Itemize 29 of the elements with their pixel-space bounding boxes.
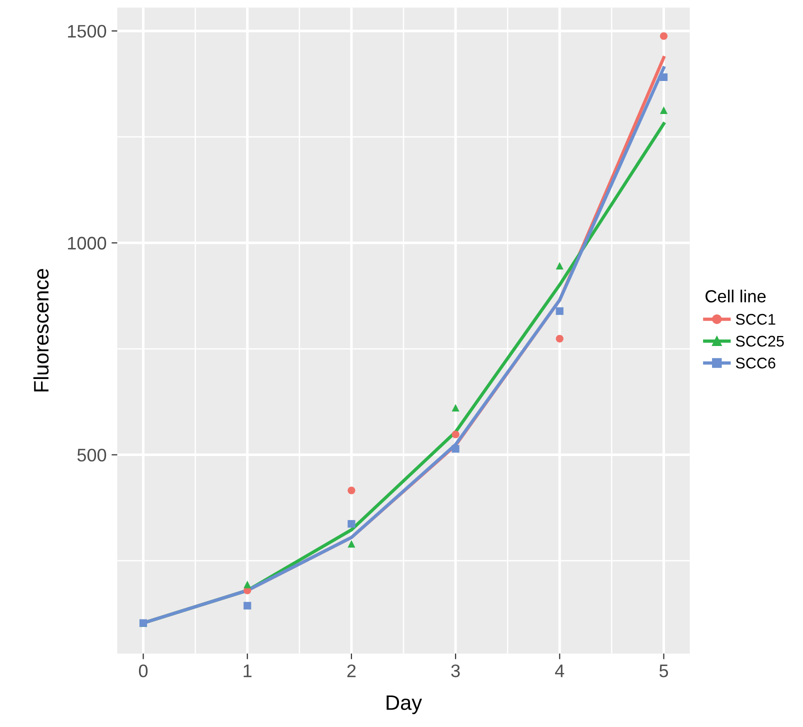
point [556, 334, 564, 342]
y-tick-label: 1500 [68, 24, 106, 38]
x-tick-label: 1 [244, 664, 252, 678]
point [348, 520, 356, 528]
x-tick-label: 2 [347, 664, 356, 678]
point [348, 486, 356, 494]
y-tick-label: 1000 [68, 236, 106, 250]
point [660, 73, 668, 81]
y-axis-title: Fluorescence [33, 268, 49, 392]
point [452, 430, 460, 438]
point [348, 540, 356, 548]
legend-label: SCC6 [736, 358, 776, 368]
x-tick-label: 4 [555, 664, 564, 678]
point [556, 307, 564, 315]
point [244, 602, 252, 610]
y-tick-label: 500 [77, 448, 106, 462]
legend-label: SCC25 [736, 336, 784, 347]
legend-title: Cell line [706, 290, 766, 302]
point [556, 262, 564, 270]
legend-label: SCC1 [736, 314, 776, 325]
point [452, 445, 460, 453]
point [660, 32, 668, 40]
point [660, 106, 668, 114]
x-axis-title: Day [386, 695, 422, 714]
point [452, 404, 460, 412]
x-tick-label: 3 [451, 664, 460, 678]
point [244, 580, 252, 588]
x-tick-label: 5 [659, 664, 668, 678]
x-tick-label: 0 [138, 664, 148, 678]
